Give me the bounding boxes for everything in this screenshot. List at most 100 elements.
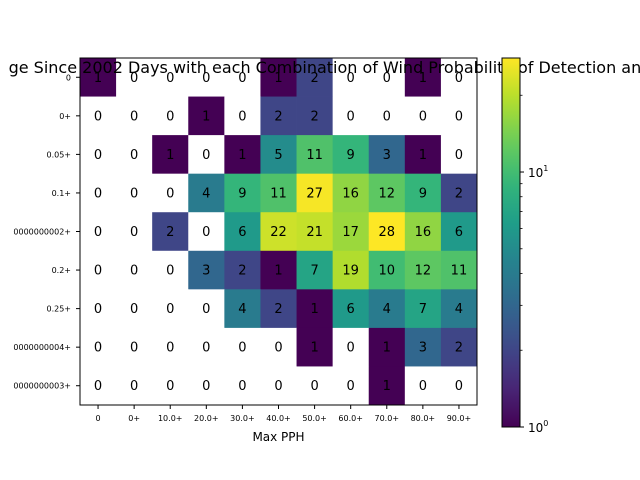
cell-value-label: 0 [455,71,463,86]
cell-value-label: 0 [166,109,174,124]
x-tick-label: 10.0+ [158,414,183,423]
heatmap-cell [116,289,153,329]
heatmap-cell [152,135,189,175]
cell-value-label: 4 [383,302,391,317]
heatmap-cell [260,212,297,252]
heatmap-cell [404,289,442,329]
cell-value-label: 0 [166,186,174,201]
cell-value-label: 0 [202,341,210,356]
y-tick-label: 0000000004+ [13,343,71,352]
heatmap-cell [296,96,334,136]
heatmap-cell [296,250,334,290]
heatmap-cell [116,58,153,97]
heatmap-cell [404,96,442,136]
heatmap-cell [296,289,334,329]
heatmap-cell [116,173,153,213]
heatmap-cell [404,212,442,252]
cell-value-label: 0 [347,71,355,86]
cell-value-label: 4 [455,302,463,317]
cell-value-label: 0 [455,379,463,394]
heatmap-cell [188,135,225,175]
heatmap-cell [80,250,117,290]
cell-value-label: 0 [130,225,138,240]
cell-value-label: 28 [378,225,395,240]
x-axis-ticks: 0 0+ 10.0+ 20.0+ 30.0+ 40.0+ 50.0+ 60.0+ 70.0+ 80… [95,405,471,423]
cell-value-label: 1 [202,109,210,124]
heatmap-cell [260,96,297,136]
cell-value-label: 4 [238,302,246,317]
x-tick-label: 40.0+ [266,414,291,423]
heatmap-cell [152,173,189,213]
cell-value-label: 0 [94,109,102,124]
cell-value-label: 0 [166,71,174,86]
heatmap-cell [368,366,406,406]
cell-value-label: 2 [310,109,318,124]
cell-value-label: 0 [274,341,282,356]
cell-value-label: 6 [238,225,246,240]
heatmap-cell [116,250,153,290]
cell-value-label: 12 [378,186,395,201]
heatmap-cell [368,58,406,97]
x-axis-label: Max PPH [252,430,304,444]
heatmap-cell [224,366,261,406]
heatmap-cell [296,212,334,252]
y-tick-label: 0000000003+ [13,382,71,391]
heatmap-cell [224,96,261,136]
heatmap-cell [116,366,153,406]
cell-value-label: 0 [166,341,174,356]
heatmap-cell [440,327,478,367]
heatmap-cell [80,327,117,367]
heatmap-cell [188,327,225,367]
cell-value-label: 2 [455,341,463,356]
y-tick-label: 0.1+ [52,189,71,198]
heatmap-cell [440,289,478,329]
cell-value-label: 10 [378,264,395,279]
cell-value-label: 11 [270,186,287,201]
heatmap-cell [404,327,442,367]
cell-value-label: 0 [166,264,174,279]
cell-value-label: 1 [238,148,246,163]
x-tick-label: 70.0+ [375,414,400,423]
heatmap-cell [332,250,370,290]
cell-value-label: 2 [274,302,282,317]
cell-value-label: 0 [238,379,246,394]
cell-value-label: 1 [94,71,102,86]
cell-value-label: 0 [130,264,138,279]
cell-value-label: 0 [130,109,138,124]
heatmap-cell [404,173,442,213]
cell-value-label: 19 [342,264,359,279]
heatmap-cell [332,327,370,367]
cell-value-label: 0 [166,302,174,317]
cell-value-label: 0 [274,379,282,394]
cell-value-label: 2 [166,225,174,240]
heatmap-cell [440,58,478,97]
y-tick-label: 0.25+ [46,305,71,314]
heatmap-cell [188,173,225,213]
cell-value-label: 0 [347,341,355,356]
x-tick-label: 80.0+ [411,414,436,423]
heatmap-cell [260,366,297,406]
cell-value-label: 9 [419,186,427,201]
heatmap-cell [80,289,117,329]
cell-value-label: 9 [347,148,355,163]
x-tick-label: 60.0+ [338,414,363,423]
heatmap-cell [224,289,261,329]
heatmap-cell [332,366,370,406]
heatmap-cell [80,96,117,136]
chart-title: ge Since 2002 Days with each Combination… [9,58,640,77]
heatmap-cell [332,135,370,175]
cell-value-label: 2 [455,186,463,201]
cell-value-label: 1 [166,148,174,163]
cell-value-label: 3 [202,264,210,279]
cell-value-label: 0 [383,71,391,86]
heatmap-cell [404,135,442,175]
cell-value-label: 1 [419,71,427,86]
heatmap-cell [188,96,225,136]
y-tick-label: 0000000002+ [13,228,71,237]
y-tick-label: 0.05+ [46,150,71,159]
y-tick-label: 0 [66,73,71,82]
heatmap-cell [332,212,370,252]
cell-value-label: 7 [310,264,318,279]
